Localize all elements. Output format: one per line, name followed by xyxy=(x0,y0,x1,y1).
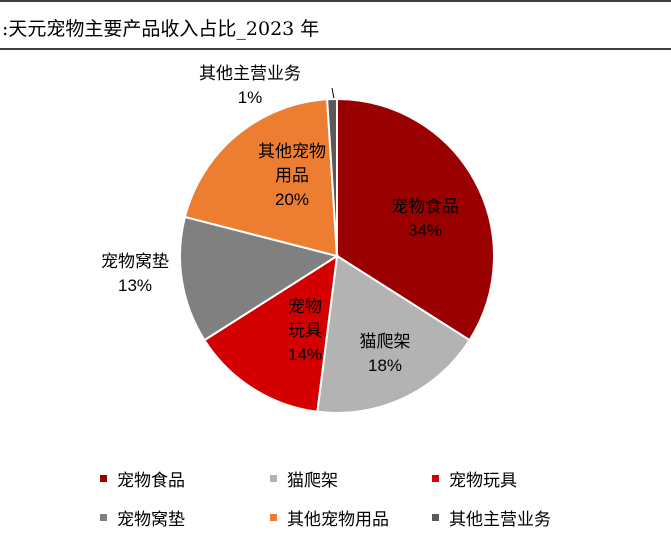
slice-value: 20% xyxy=(274,190,310,209)
slice-name: 宠物食品 xyxy=(391,197,459,217)
legend-label: 其他宠物用品 xyxy=(287,510,389,530)
legend-label: 宠物食品 xyxy=(117,471,185,491)
slice-label: 宠物玩具 14% xyxy=(283,295,327,367)
chart-title: :天元宠物主要产品收入占比_2023 年 xyxy=(2,18,320,40)
slice-name: 猫爬架 xyxy=(359,332,411,352)
legend-item: 其他宠物用品 xyxy=(270,505,389,530)
slice-value: 34% xyxy=(407,221,443,240)
slice-label: 宠物窝垫 13% xyxy=(85,250,185,298)
slice-label: 猫爬架 18% xyxy=(340,330,430,378)
slice-value: 1% xyxy=(237,88,263,107)
slice-name: 其他宠物用品 xyxy=(258,142,326,186)
legend-label: 宠物窝垫 xyxy=(117,510,185,530)
slice-value: 18% xyxy=(367,356,403,375)
slice-label: 其他主营业务 1% xyxy=(180,62,320,110)
legend-label: 猫爬架 xyxy=(287,471,338,491)
legend-swatch xyxy=(432,514,439,521)
legend-item: 宠物食品 xyxy=(100,466,185,491)
pie-slice xyxy=(326,97,338,257)
slice-name: 其他主营业务 xyxy=(199,64,301,84)
legend-swatch xyxy=(432,475,439,482)
pie-slice xyxy=(183,98,339,258)
legend-item: 其他主营业务 xyxy=(432,505,551,530)
pie-slice xyxy=(316,254,471,414)
pie-slice xyxy=(203,254,339,413)
slice-name: 宠物玩具 xyxy=(288,297,322,341)
legend-swatch xyxy=(270,475,277,482)
legend-swatch xyxy=(100,514,107,521)
slice-label: 其他宠物用品 20% xyxy=(257,140,327,212)
legend-item: 宠物窝垫 xyxy=(100,505,185,530)
legend-swatch xyxy=(100,475,107,482)
legend-item: 宠物玩具 xyxy=(432,466,517,491)
slice-name: 宠物窝垫 xyxy=(101,252,169,272)
pie-slice xyxy=(179,215,340,342)
legend-label: 其他主营业务 xyxy=(449,510,551,530)
legend-label: 宠物玩具 xyxy=(449,471,517,491)
slice-value: 14% xyxy=(287,345,323,364)
legend-swatch xyxy=(270,514,277,521)
slice-value: 13% xyxy=(117,276,153,295)
slice-label: 宠物食品 34% xyxy=(375,195,475,243)
legend-item: 猫爬架 xyxy=(270,466,338,491)
